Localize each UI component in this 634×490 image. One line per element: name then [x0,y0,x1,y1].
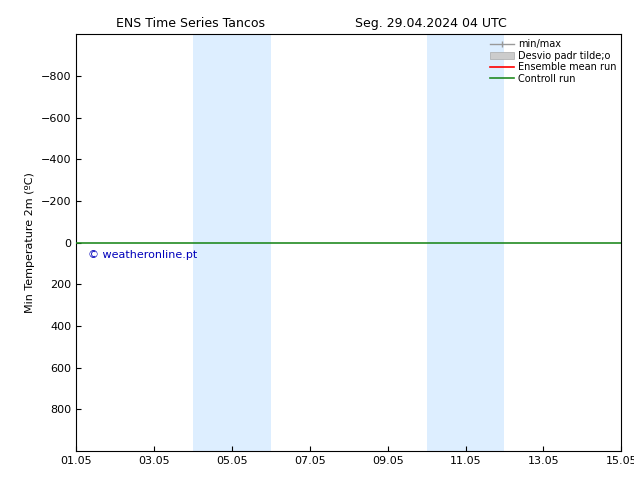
Bar [427,34,505,451]
Text: Seg. 29.04.2024 04 UTC: Seg. 29.04.2024 04 UTC [355,17,507,30]
Legend: min/max, Desvio padr tilde;o, Ensemble mean run, Controll run: min/max, Desvio padr tilde;o, Ensemble m… [487,36,619,86]
Text: ENS Time Series Tancos: ENS Time Series Tancos [115,17,265,30]
Bar [193,34,271,451]
Y-axis label: Min Temperature 2m (ºC): Min Temperature 2m (ºC) [25,172,35,313]
Text: © weatheronline.pt: © weatheronline.pt [87,250,197,260]
